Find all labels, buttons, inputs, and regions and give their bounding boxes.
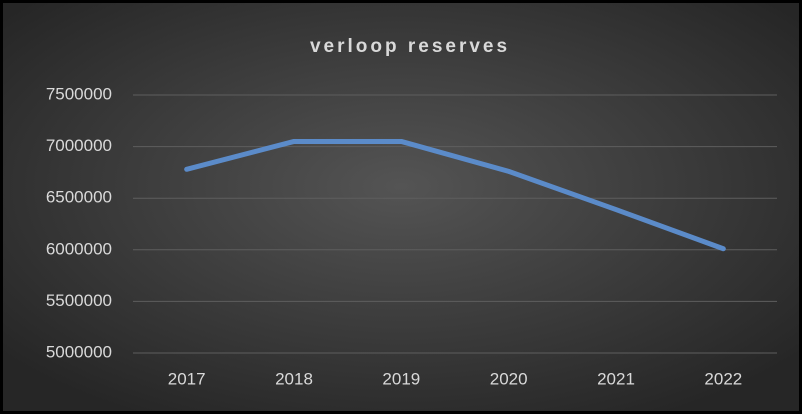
x-tick-label: 2018 bbox=[275, 369, 313, 388]
y-tick-label: 7500000 bbox=[46, 84, 112, 103]
y-tick-label: 7000000 bbox=[46, 136, 112, 155]
chart-title: verloop reserves bbox=[310, 36, 510, 57]
y-tick-label: 6000000 bbox=[46, 239, 112, 258]
x-tick-label: 2021 bbox=[597, 369, 635, 388]
x-tick-label: 2020 bbox=[490, 369, 528, 388]
y-tick-label: 5500000 bbox=[46, 291, 112, 310]
x-tick-label: 2022 bbox=[704, 369, 742, 388]
line-series bbox=[184, 138, 726, 252]
chart-background bbox=[3, 3, 799, 411]
x-tick-label: 2019 bbox=[382, 369, 420, 388]
y-tick-label: 6500000 bbox=[46, 188, 112, 207]
y-tick-label: 5000000 bbox=[46, 342, 112, 361]
x-tick-label: 2017 bbox=[168, 369, 206, 388]
